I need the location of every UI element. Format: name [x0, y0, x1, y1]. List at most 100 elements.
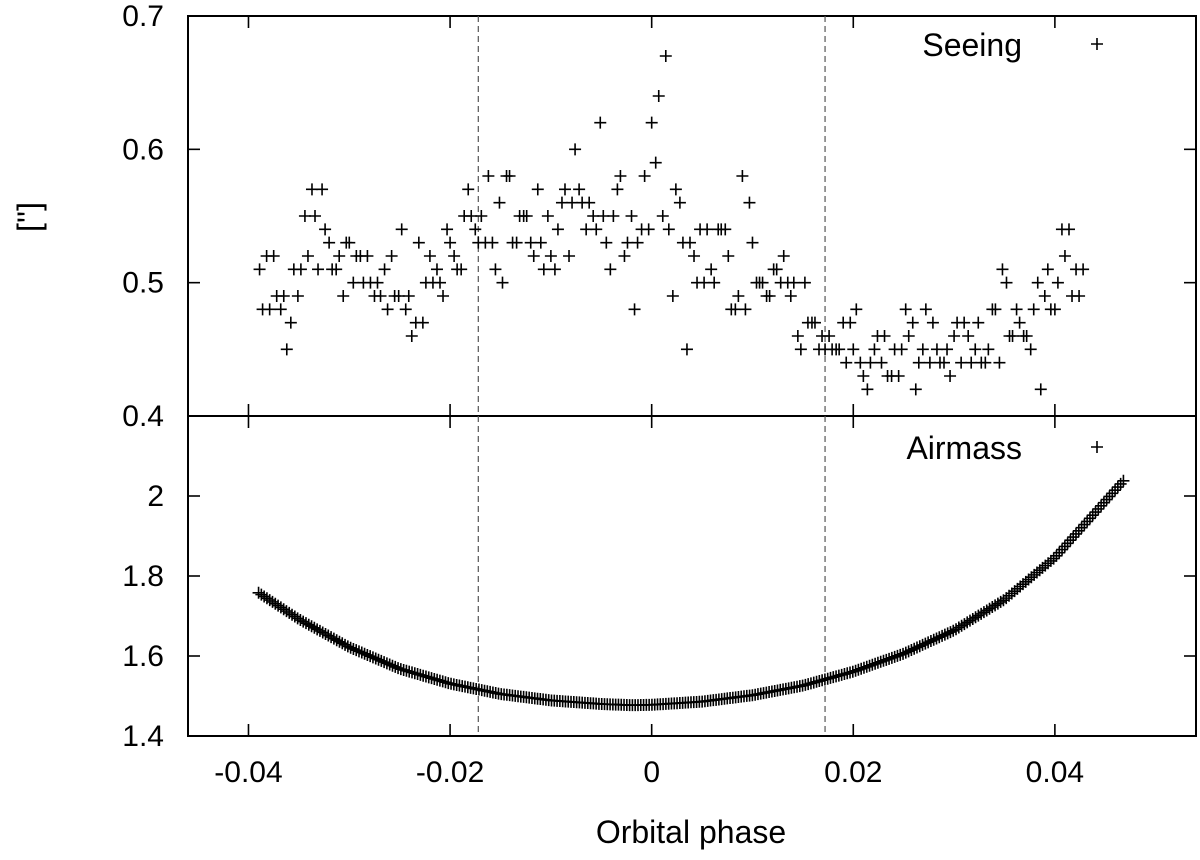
- seeing-point: [628, 303, 641, 316]
- airmass-point: [350, 644, 363, 657]
- airmass-point: [319, 627, 332, 640]
- seeing-point: [683, 236, 696, 249]
- seeing-point: [399, 303, 412, 316]
- airmass-point: [1070, 527, 1082, 540]
- seeing-point: [337, 290, 350, 302]
- airmass-point: [1078, 518, 1091, 531]
- seeing-point: [701, 223, 714, 236]
- airmass-point: [433, 674, 446, 687]
- airmass-point: [352, 645, 365, 658]
- seeing-point: [763, 290, 776, 302]
- airmass-point: [933, 631, 946, 644]
- seeing-point: [489, 263, 502, 276]
- seeing-point: [756, 276, 769, 289]
- seeing-point: [666, 290, 679, 302]
- seeing-point: [736, 170, 749, 182]
- airmass-point: [1058, 540, 1071, 553]
- seeing-legend-marker: [1091, 38, 1103, 50]
- airmass-point: [316, 626, 329, 639]
- seeing-point: [926, 316, 939, 329]
- seeing-point: [465, 210, 478, 222]
- seeing-point: [705, 263, 718, 276]
- seeing-point: [864, 356, 877, 369]
- seeing-point: [840, 356, 853, 369]
- seeing-point: [374, 290, 387, 302]
- seeing-point: [955, 356, 968, 369]
- airmass-point: [322, 629, 335, 642]
- seeing-point: [309, 210, 322, 222]
- airmass-point: [1089, 506, 1102, 519]
- seeing-point: [784, 290, 797, 302]
- airmass-point: [852, 663, 865, 676]
- seeing-point: [343, 236, 356, 249]
- seeing-point: [416, 316, 429, 329]
- seeing-point: [594, 116, 607, 129]
- seeing-point: [614, 170, 627, 182]
- seeing-point: [669, 183, 682, 196]
- seeing-point: [680, 343, 693, 356]
- seeing-point: [1048, 303, 1061, 316]
- seeing-point: [649, 156, 662, 169]
- airmass-point: [927, 633, 940, 646]
- airmass-panel: 1.4 1.6 1.8 2 -0.04 -0.02 0 0.02 0.04 Airmass Or…: [122, 415, 1197, 850]
- x-tick-label: -0.02: [416, 756, 484, 789]
- seeing-point: [656, 210, 669, 222]
- seeing-point: [850, 303, 863, 316]
- seeing-point: [263, 303, 276, 316]
- airmass-point: [369, 652, 382, 665]
- airmass-point: [880, 653, 893, 666]
- airmass-point: [378, 656, 391, 669]
- airmass-point: [383, 658, 396, 671]
- airmass-point: [1086, 509, 1099, 522]
- airmass-point: [436, 675, 449, 688]
- airmass-point: [1114, 477, 1127, 490]
- seeing-point: [392, 290, 405, 302]
- airmass-point: [930, 632, 943, 645]
- x-tick-label: 0.02: [824, 756, 882, 789]
- airmass-panel-frame: [187, 415, 1197, 737]
- seeing-point: [746, 236, 759, 249]
- seeing-point: [902, 330, 915, 342]
- airmass-point: [313, 624, 326, 637]
- seeing-point: [944, 370, 957, 382]
- seeing-point: [625, 210, 638, 222]
- seeing-point: [958, 316, 971, 329]
- airmass-reference-lines: [477, 416, 826, 736]
- seeing-point: [291, 290, 304, 302]
- airmass-point: [380, 657, 393, 670]
- seeing-point: [475, 210, 488, 222]
- seeing-point: [861, 383, 874, 396]
- airmass-point: [330, 634, 343, 647]
- seeing-point: [534, 236, 547, 249]
- seeing-point: [531, 183, 544, 196]
- airmass-point: [1056, 543, 1069, 556]
- seeing-point: [930, 343, 943, 356]
- seeing-point: [770, 263, 783, 276]
- seeing-point: [1006, 330, 1019, 342]
- seeing-point: [912, 356, 925, 369]
- seeing-point: [794, 343, 807, 356]
- seeing-point: [1000, 276, 1013, 289]
- airmass-point: [1081, 515, 1094, 528]
- airmass-point: [339, 638, 352, 651]
- airmass-point: [425, 672, 438, 685]
- airmass-point: [924, 635, 937, 648]
- seeing-point: [298, 210, 311, 222]
- airmass-point: [302, 618, 315, 631]
- seeing-point: [868, 343, 881, 356]
- seeing-point: [496, 276, 509, 289]
- seeing-y-tick-label: 0.6: [122, 133, 164, 166]
- seeing-point: [524, 236, 537, 249]
- seeing-point: [919, 303, 932, 316]
- seeing-point: [558, 183, 571, 196]
- seeing-point: [441, 223, 454, 236]
- seeing-point: [996, 263, 1009, 276]
- seeing-point: [732, 290, 745, 302]
- airmass-point: [1067, 531, 1080, 544]
- seeing-point: [551, 223, 564, 236]
- seeing-point: [787, 276, 800, 289]
- seeing-point: [277, 290, 290, 302]
- airmass-point: [891, 649, 904, 662]
- seeing-point: [323, 236, 336, 249]
- airmass-point: [325, 631, 338, 644]
